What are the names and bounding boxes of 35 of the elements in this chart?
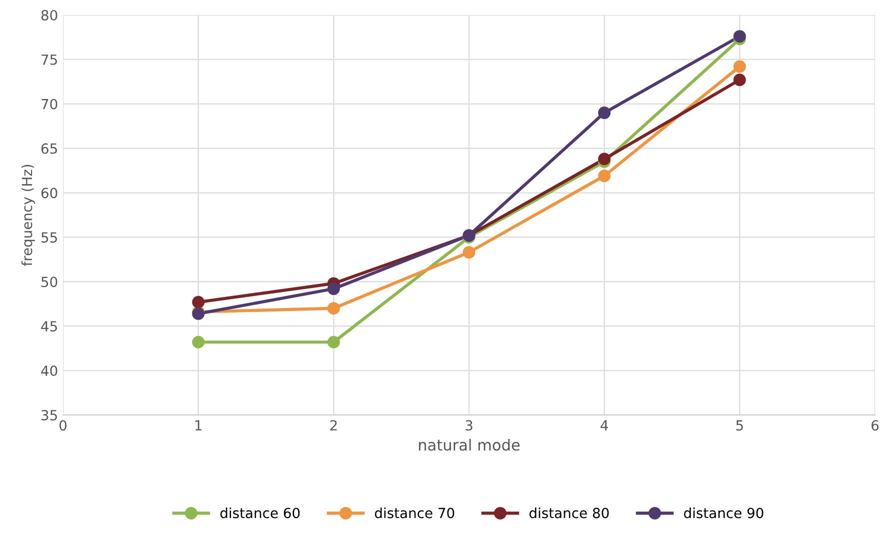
point bbox=[598, 106, 611, 120]
x-tick-label: 0 bbox=[59, 420, 66, 431]
x-tick-label: 4 bbox=[600, 420, 608, 430]
y-tick-label: 50 bbox=[42, 276, 58, 288]
point bbox=[327, 302, 340, 315]
legend-label: distance 80 bbox=[529, 508, 609, 518]
x-tick-label: 3 bbox=[466, 420, 472, 431]
legend-label: distance 70 bbox=[374, 508, 454, 518]
x-tick-label: 5 bbox=[736, 420, 743, 431]
point bbox=[192, 296, 205, 308]
point bbox=[327, 336, 340, 348]
y-tick-label: 35 bbox=[42, 410, 57, 420]
y-tick-label: 70 bbox=[42, 98, 58, 110]
y-tick-label: 80 bbox=[41, 10, 58, 20]
point bbox=[733, 74, 746, 86]
point bbox=[733, 60, 746, 73]
x-tick-label: 6 bbox=[872, 420, 879, 431]
y-tick-label: 65 bbox=[41, 143, 57, 154]
y-tick-label: 45 bbox=[41, 321, 57, 332]
y-tick-label: 55 bbox=[42, 232, 57, 243]
y-axis-title: frequency (Hz) bbox=[21, 164, 35, 266]
point bbox=[598, 152, 611, 166]
legend-label: distance 90 bbox=[684, 508, 764, 518]
point bbox=[192, 336, 205, 348]
point bbox=[462, 246, 476, 259]
y-tick-label: 75 bbox=[42, 54, 57, 65]
legend-label: distance 60 bbox=[220, 508, 300, 518]
point bbox=[733, 30, 746, 43]
point bbox=[327, 282, 340, 296]
x-tick-label: 1 bbox=[195, 420, 202, 430]
x-tick-label: 2 bbox=[330, 420, 337, 430]
point bbox=[598, 170, 611, 182]
y-tick-label: 60 bbox=[41, 188, 58, 198]
y-tick-label: 40 bbox=[41, 366, 58, 376]
x-axis-title: natural mode bbox=[418, 438, 520, 451]
